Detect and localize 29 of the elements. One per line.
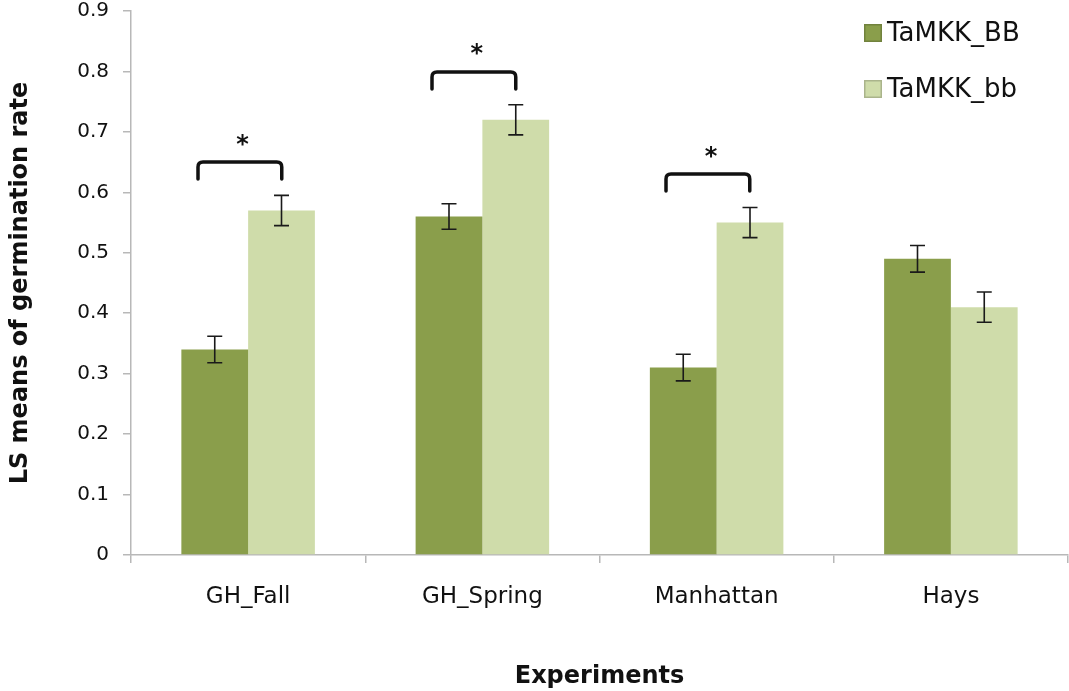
legend-label: TaMKK_BB xyxy=(886,16,1020,47)
annotation: * xyxy=(704,141,718,170)
y-axis-title: LS means of germination rate xyxy=(4,81,33,485)
x-tick-label: GH_Spring xyxy=(421,581,543,608)
annotation: * xyxy=(236,129,250,158)
bar xyxy=(950,307,1018,555)
y-tick-label: 0.8 xyxy=(77,57,109,82)
y-tick-label: 0.6 xyxy=(77,178,109,203)
legend-label: TaMKK_bb xyxy=(886,72,1018,103)
y-tick-label: 0.9 xyxy=(77,0,109,22)
bar xyxy=(415,216,483,555)
bar xyxy=(716,222,784,555)
x-tick-label: Hays xyxy=(922,581,980,608)
x-axis-title: Experiments xyxy=(514,660,685,689)
y-tick-label: 0.7 xyxy=(77,118,109,143)
bar xyxy=(482,119,550,555)
x-tick-label: Manhattan xyxy=(654,581,779,608)
y-tick-label: 0.5 xyxy=(77,238,109,263)
annotation: * xyxy=(470,39,484,68)
y-tick-label: 0 xyxy=(96,541,109,566)
y-tick-label: 0.1 xyxy=(77,480,109,505)
y-tick-label: 0.4 xyxy=(77,299,109,324)
x-tick-label: GH_Fall xyxy=(205,581,291,608)
bar xyxy=(181,349,249,555)
y-tick-label: 0.3 xyxy=(77,359,109,384)
y-tick-label: 0.2 xyxy=(77,420,109,445)
bar xyxy=(884,258,951,555)
bar xyxy=(649,367,717,555)
bar xyxy=(248,210,315,555)
